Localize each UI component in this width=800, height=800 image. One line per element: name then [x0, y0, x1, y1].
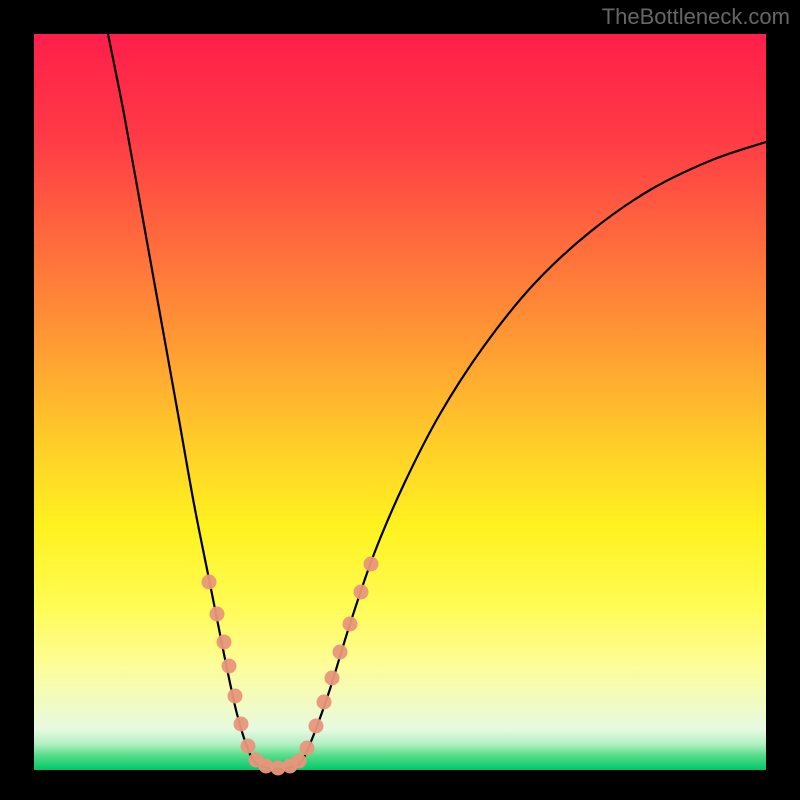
data-marker [354, 585, 369, 600]
data-marker [222, 659, 237, 674]
data-marker [364, 557, 379, 572]
data-markers [202, 557, 379, 776]
data-marker [234, 717, 249, 732]
data-marker [343, 617, 358, 632]
data-marker [333, 645, 348, 660]
bottleneck-curve [108, 34, 766, 769]
data-marker [217, 635, 232, 650]
data-marker [300, 741, 315, 756]
figure-root: TheBottleneck.com [0, 0, 800, 800]
curve-layer [34, 34, 766, 770]
plot-area [34, 34, 766, 770]
data-marker [325, 671, 340, 686]
data-marker [241, 739, 256, 754]
data-marker [210, 607, 225, 622]
data-marker [292, 754, 307, 769]
data-marker [228, 689, 243, 704]
watermark-text: TheBottleneck.com [602, 4, 790, 30]
data-marker [202, 575, 217, 590]
data-marker [309, 719, 324, 734]
data-marker [317, 695, 332, 710]
